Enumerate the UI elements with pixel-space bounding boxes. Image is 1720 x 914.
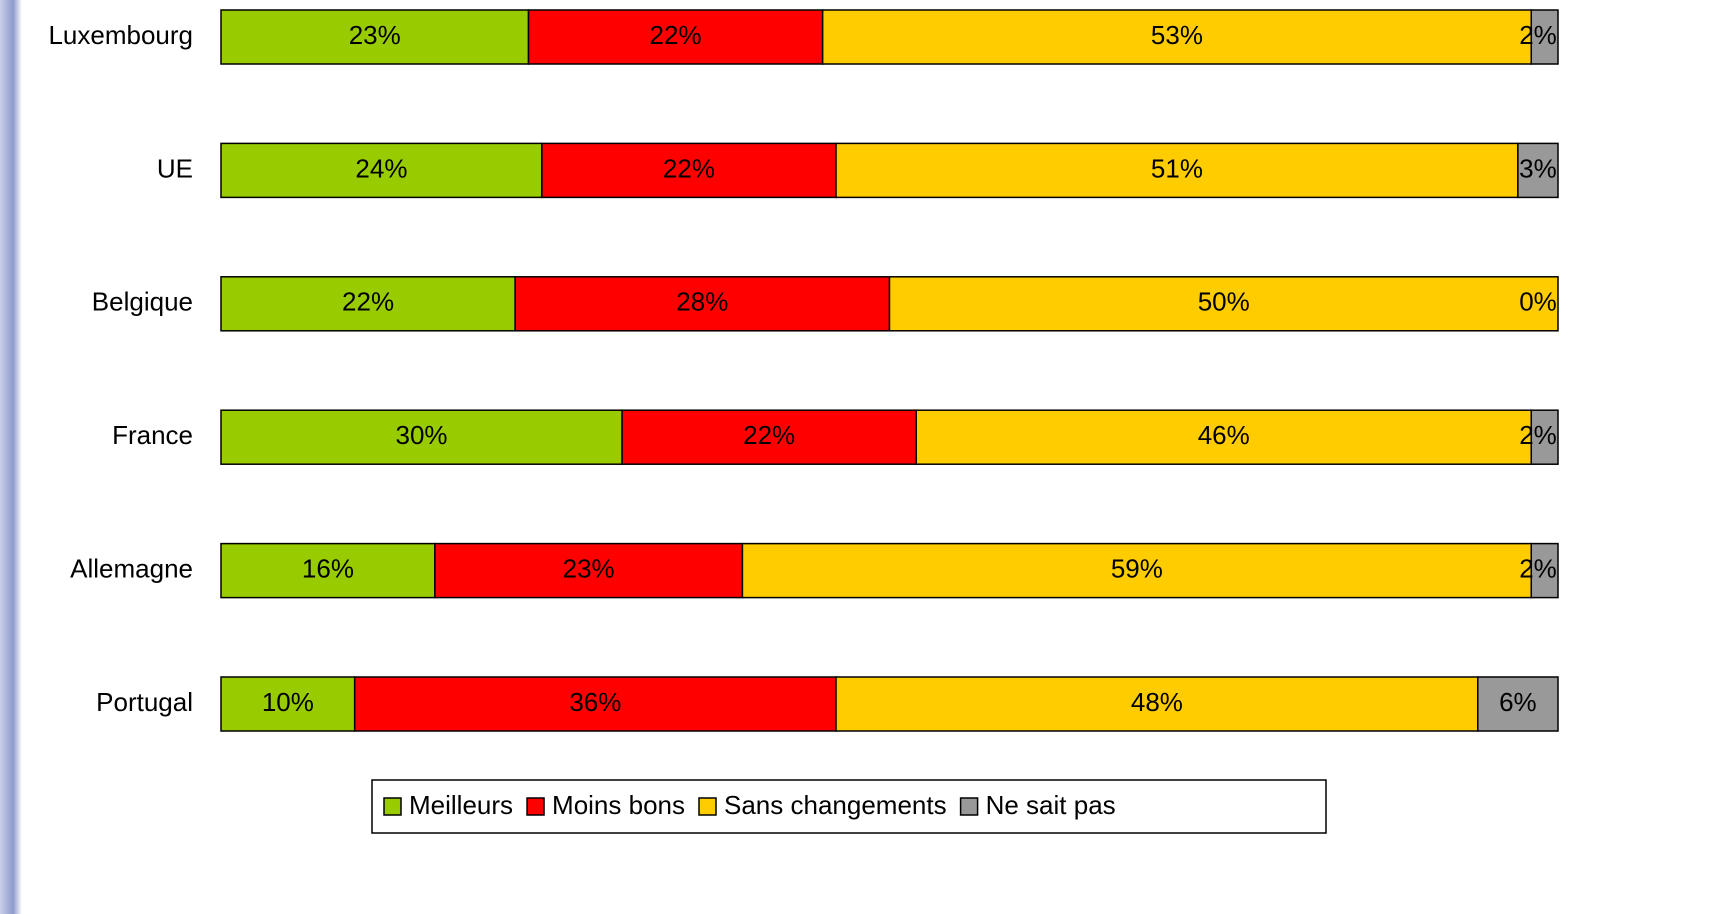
data-label: 22% <box>342 287 394 317</box>
bar-segment <box>1517 142 1559 199</box>
bar-segment <box>1530 542 1559 599</box>
data-label: 22% <box>663 153 715 183</box>
category-label: Portugal <box>96 687 193 717</box>
data-label: 24% <box>355 153 407 183</box>
data-label: 46% <box>1198 420 1250 450</box>
bar-segment <box>1530 9 1559 65</box>
bar-segment <box>888 276 1559 332</box>
bar-segment <box>1477 676 1559 732</box>
bar-segment <box>434 542 744 599</box>
data-label: 50% <box>1198 287 1250 317</box>
bar-segment <box>220 9 530 65</box>
bar-segment <box>835 142 1519 199</box>
data-label: 36% <box>569 687 621 717</box>
data-label: 53% <box>1151 20 1203 50</box>
data-label: 30% <box>396 420 448 450</box>
legend-label: Moins bons <box>552 790 685 820</box>
data-label: 22% <box>743 420 795 450</box>
data-label: 16% <box>302 553 354 583</box>
category-label: UE <box>157 153 193 183</box>
data-label: 2% <box>1519 20 1557 50</box>
bar-segment <box>835 676 1479 732</box>
data-label: 0% <box>1519 287 1557 317</box>
bar-segment <box>220 542 436 599</box>
bar-segment <box>353 676 837 732</box>
data-label: 10% <box>262 687 314 717</box>
category-label: France <box>112 420 193 450</box>
legend-label: Sans changements <box>724 790 947 820</box>
legend-swatch <box>383 797 402 816</box>
data-label: 23% <box>563 553 615 583</box>
bar-segment <box>527 9 824 65</box>
bar-segment <box>220 409 623 465</box>
bar-segment <box>220 142 543 199</box>
data-label: 48% <box>1131 687 1183 717</box>
category-label: Allemagne <box>70 553 193 583</box>
data-label: 23% <box>349 20 401 50</box>
bar-segment <box>621 409 917 465</box>
bar-segment <box>220 676 356 732</box>
bar-segment <box>741 542 1533 599</box>
data-label: 2% <box>1519 553 1557 583</box>
data-label: 2% <box>1519 420 1557 450</box>
data-label: 28% <box>676 287 728 317</box>
legend-swatch <box>526 797 545 816</box>
legend-swatch <box>698 797 717 816</box>
data-label: 59% <box>1111 553 1163 583</box>
side-decoration <box>0 0 22 914</box>
legend-label: Meilleurs <box>409 790 513 820</box>
data-label: 3% <box>1519 153 1557 183</box>
category-label: Belgique <box>92 287 193 317</box>
bar-segment <box>821 9 1533 65</box>
legend-swatch <box>959 797 979 816</box>
bar-segment <box>220 276 516 332</box>
category-label: Luxembourg <box>48 20 193 50</box>
legend-label: Ne sait pas <box>986 790 1116 820</box>
data-label: 51% <box>1151 153 1203 183</box>
data-label: 6% <box>1499 687 1537 717</box>
data-label: 22% <box>650 20 702 50</box>
bar-segment <box>541 142 837 199</box>
bar-segment <box>1530 409 1559 465</box>
